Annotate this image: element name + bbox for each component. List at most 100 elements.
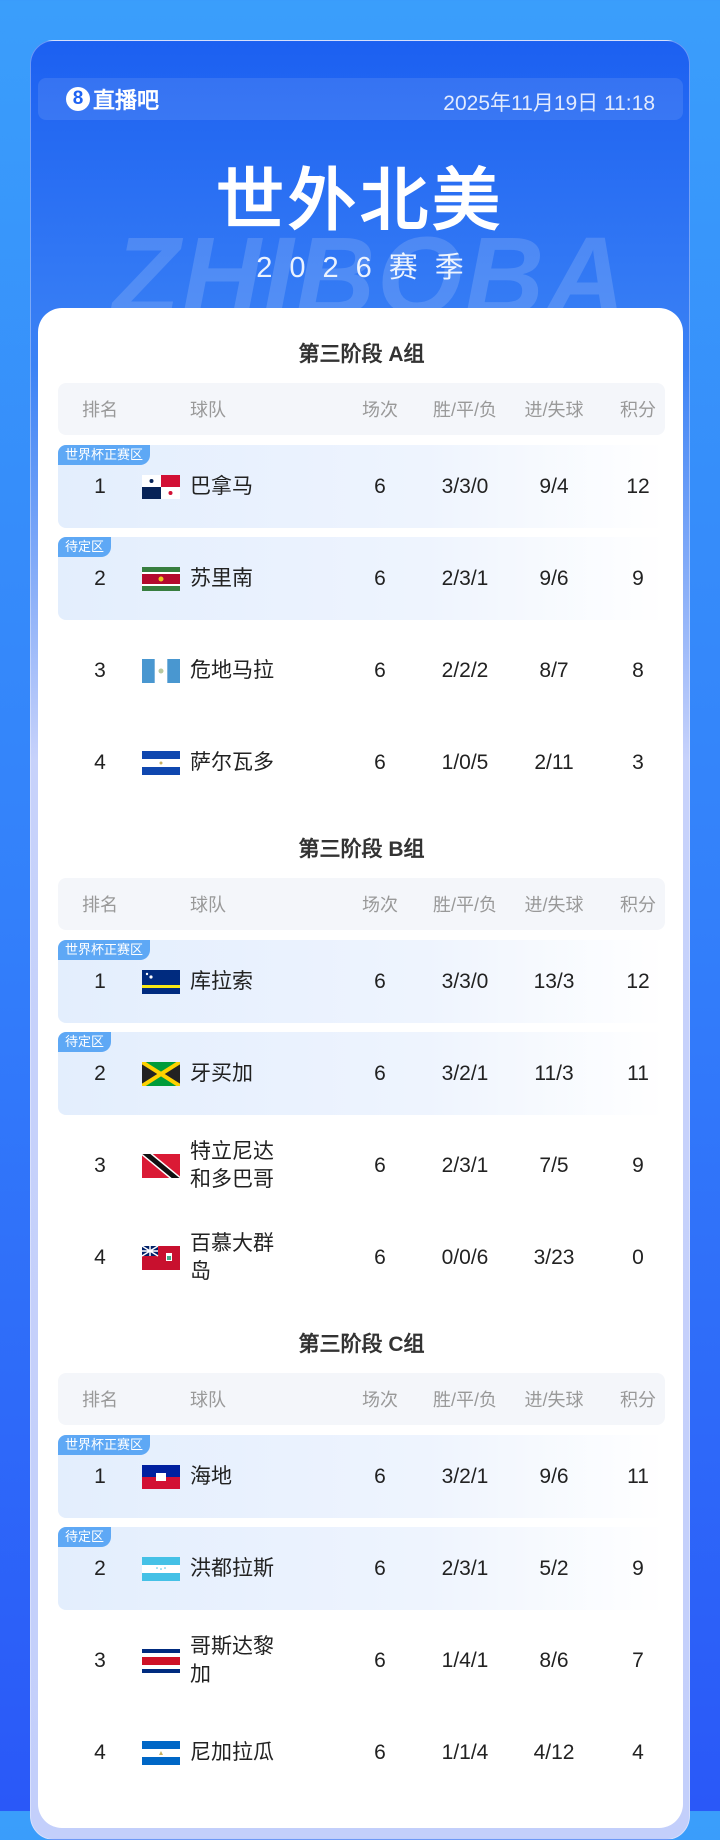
zone-badge: 待定区 (58, 1032, 112, 1052)
table-row[interactable]: 待定区 2 洪都拉斯 6 2/3/1 5/2 9 (58, 1527, 665, 1619)
wdl-cell: 2/3/1 (441, 566, 489, 590)
team-cell[interactable]: 苏里南 (142, 565, 342, 593)
team-name: 哥斯达黎加 (190, 1634, 274, 1686)
row-content: 4 尼加拉瓜 6 1/1/4 4/12 4 (58, 1711, 665, 1794)
team-cell[interactable]: 危地马拉 (142, 657, 342, 685)
honduras-flag-icon (142, 1556, 180, 1581)
goals-cell: 4/12 (533, 1740, 575, 1764)
group-section: 第三阶段 C组 排名 球队 场次 胜/平/负 进/失球 积分 世界杯正赛区 1 海地 6 3/2/1 9… (58, 1317, 665, 1803)
goals-cell: 8/6 (539, 1648, 569, 1672)
table-row[interactable]: 4 百慕大群岛 6 0/0/6 3/23 0 (58, 1216, 665, 1308)
rank-cell: 3 (94, 1153, 106, 1177)
row-content: 4 萨尔瓦多 6 1/0/5 2/11 3 (58, 721, 665, 804)
goals-cell: 9/6 (539, 1464, 569, 1488)
wdl-cell: 3/2/1 (441, 1061, 489, 1085)
team-cell[interactable]: 哥斯达黎加 (142, 1633, 342, 1689)
wdl-cell: 2/3/1 (441, 1556, 489, 1580)
column-header-team: 球队 (190, 400, 226, 420)
rank-cell: 2 (94, 1061, 106, 1085)
team-cell[interactable]: 海地 (142, 1463, 342, 1491)
costa-rica-flag-icon (142, 1648, 180, 1673)
points-cell: 4 (632, 1740, 644, 1764)
played-cell: 6 (374, 1061, 386, 1085)
zone-badge: 待定区 (58, 537, 112, 557)
team-cell[interactable]: 牙买加 (142, 1060, 342, 1088)
table-row[interactable]: 世界杯正赛区 1 库拉索 6 3/3/0 13/3 12 (58, 940, 665, 1032)
column-header-team: 球队 (190, 1390, 226, 1410)
table-row[interactable]: 3 哥斯达黎加 6 1/4/1 8/6 7 (58, 1619, 665, 1711)
table-row[interactable]: 3 危地马拉 6 2/2/2 8/7 8 (58, 629, 665, 721)
zone-badge: 世界杯正赛区 (58, 1435, 151, 1455)
table-row[interactable]: 待定区 2 牙买加 6 3/2/1 11/3 11 (58, 1032, 665, 1124)
row-content: 世界杯正赛区 1 巴拿马 6 3/3/0 9/4 12 (58, 445, 665, 528)
goals-cell: 5/2 (539, 1556, 569, 1580)
points-cell: 0 (632, 1245, 644, 1269)
rank-cell: 3 (94, 1648, 106, 1672)
points-cell: 8 (632, 658, 644, 682)
team-name: 苏里南 (190, 566, 253, 590)
table-header: 排名 球队 场次 胜/平/负 进/失球 积分 (58, 1373, 665, 1425)
zone-badge: 世界杯正赛区 (58, 445, 151, 465)
points-cell: 11 (627, 1061, 649, 1085)
group-title: 第三阶段 A组 (298, 343, 425, 366)
column-header-played: 场次 (362, 895, 398, 915)
zone-badge: 世界杯正赛区 (58, 940, 151, 960)
column-header-rank: 排名 (82, 1390, 118, 1410)
row-content: 4 百慕大群岛 6 0/0/6 3/23 0 (58, 1216, 665, 1299)
suriname-flag-icon (142, 566, 180, 591)
goals-cell: 2/11 (534, 750, 574, 774)
team-cell[interactable]: 特立尼达和多巴哥 (142, 1138, 342, 1194)
team-cell[interactable]: 库拉索 (142, 968, 342, 996)
played-cell: 6 (374, 969, 386, 993)
team-name: 库拉索 (190, 969, 253, 993)
team-cell[interactable]: 百慕大群岛 (142, 1230, 342, 1286)
group-title: 第三阶段 B组 (298, 838, 425, 861)
played-cell: 6 (374, 658, 386, 682)
team-name: 萨尔瓦多 (190, 750, 274, 774)
team-cell[interactable]: 尼加拉瓜 (142, 1739, 342, 1767)
points-cell: 9 (632, 566, 644, 590)
row-content: 待定区 2 苏里南 6 2/3/1 9/6 9 (58, 537, 665, 620)
points-cell: 9 (632, 1556, 644, 1580)
column-header-rank: 排名 (82, 895, 118, 915)
table-row[interactable]: 世界杯正赛区 1 海地 6 3/2/1 9/6 11 (58, 1435, 665, 1527)
team-cell[interactable]: 巴拿马 (142, 473, 342, 501)
team-name: 海地 (190, 1464, 232, 1488)
team-name: 洪都拉斯 (190, 1556, 274, 1580)
wdl-cell: 2/2/2 (441, 658, 489, 682)
team-cell[interactable]: 洪都拉斯 (142, 1555, 342, 1583)
goals-cell: 3/23 (533, 1245, 575, 1269)
table-row[interactable]: 4 尼加拉瓜 6 1/1/4 4/12 4 (58, 1711, 665, 1803)
goals-cell: 11/3 (534, 1061, 574, 1085)
rank-cell: 4 (94, 1740, 106, 1764)
goals-cell: 9/6 (539, 566, 569, 590)
team-name: 尼加拉瓜 (190, 1740, 274, 1764)
points-cell: 12 (626, 969, 650, 993)
table-row[interactable]: 待定区 2 苏里南 6 2/3/1 9/6 9 (58, 537, 665, 629)
curacao-flag-icon (142, 969, 180, 994)
played-cell: 6 (374, 1556, 386, 1580)
row-content: 世界杯正赛区 1 库拉索 6 3/3/0 13/3 12 (58, 940, 665, 1023)
date-time: 2025年11月19日 11:18 (443, 92, 655, 115)
played-cell: 6 (374, 1245, 386, 1269)
table-header: 排名 球队 场次 胜/平/负 进/失球 积分 (58, 383, 665, 435)
haiti-flag-icon (142, 1464, 180, 1489)
table-row[interactable]: 3 特立尼达和多巴哥 6 2/3/1 7/5 9 (58, 1124, 665, 1216)
table-header: 排名 球队 场次 胜/平/负 进/失球 积分 (58, 878, 665, 930)
rank-cell: 1 (94, 474, 106, 498)
wdl-cell: 1/4/1 (441, 1648, 489, 1672)
team-name: 巴拿马 (190, 474, 253, 498)
played-cell: 6 (374, 1648, 386, 1672)
team-cell[interactable]: 萨尔瓦多 (142, 749, 342, 777)
played-cell: 6 (374, 1740, 386, 1764)
table-row[interactable]: 4 萨尔瓦多 6 1/0/5 2/11 3 (58, 721, 665, 813)
jamaica-flag-icon (142, 1061, 180, 1086)
logo-mark: 8 (66, 87, 90, 111)
column-header-wdl: 胜/平/负 (432, 895, 497, 915)
column-header-goals: 进/失球 (524, 1390, 584, 1410)
row-content: 3 危地马拉 6 2/2/2 8/7 8 (58, 629, 665, 712)
table-row[interactable]: 世界杯正赛区 1 巴拿马 6 3/3/0 9/4 12 (58, 445, 665, 537)
rank-cell: 3 (94, 658, 106, 682)
column-header-goals: 进/失球 (524, 895, 584, 915)
rank-cell: 1 (94, 969, 106, 993)
